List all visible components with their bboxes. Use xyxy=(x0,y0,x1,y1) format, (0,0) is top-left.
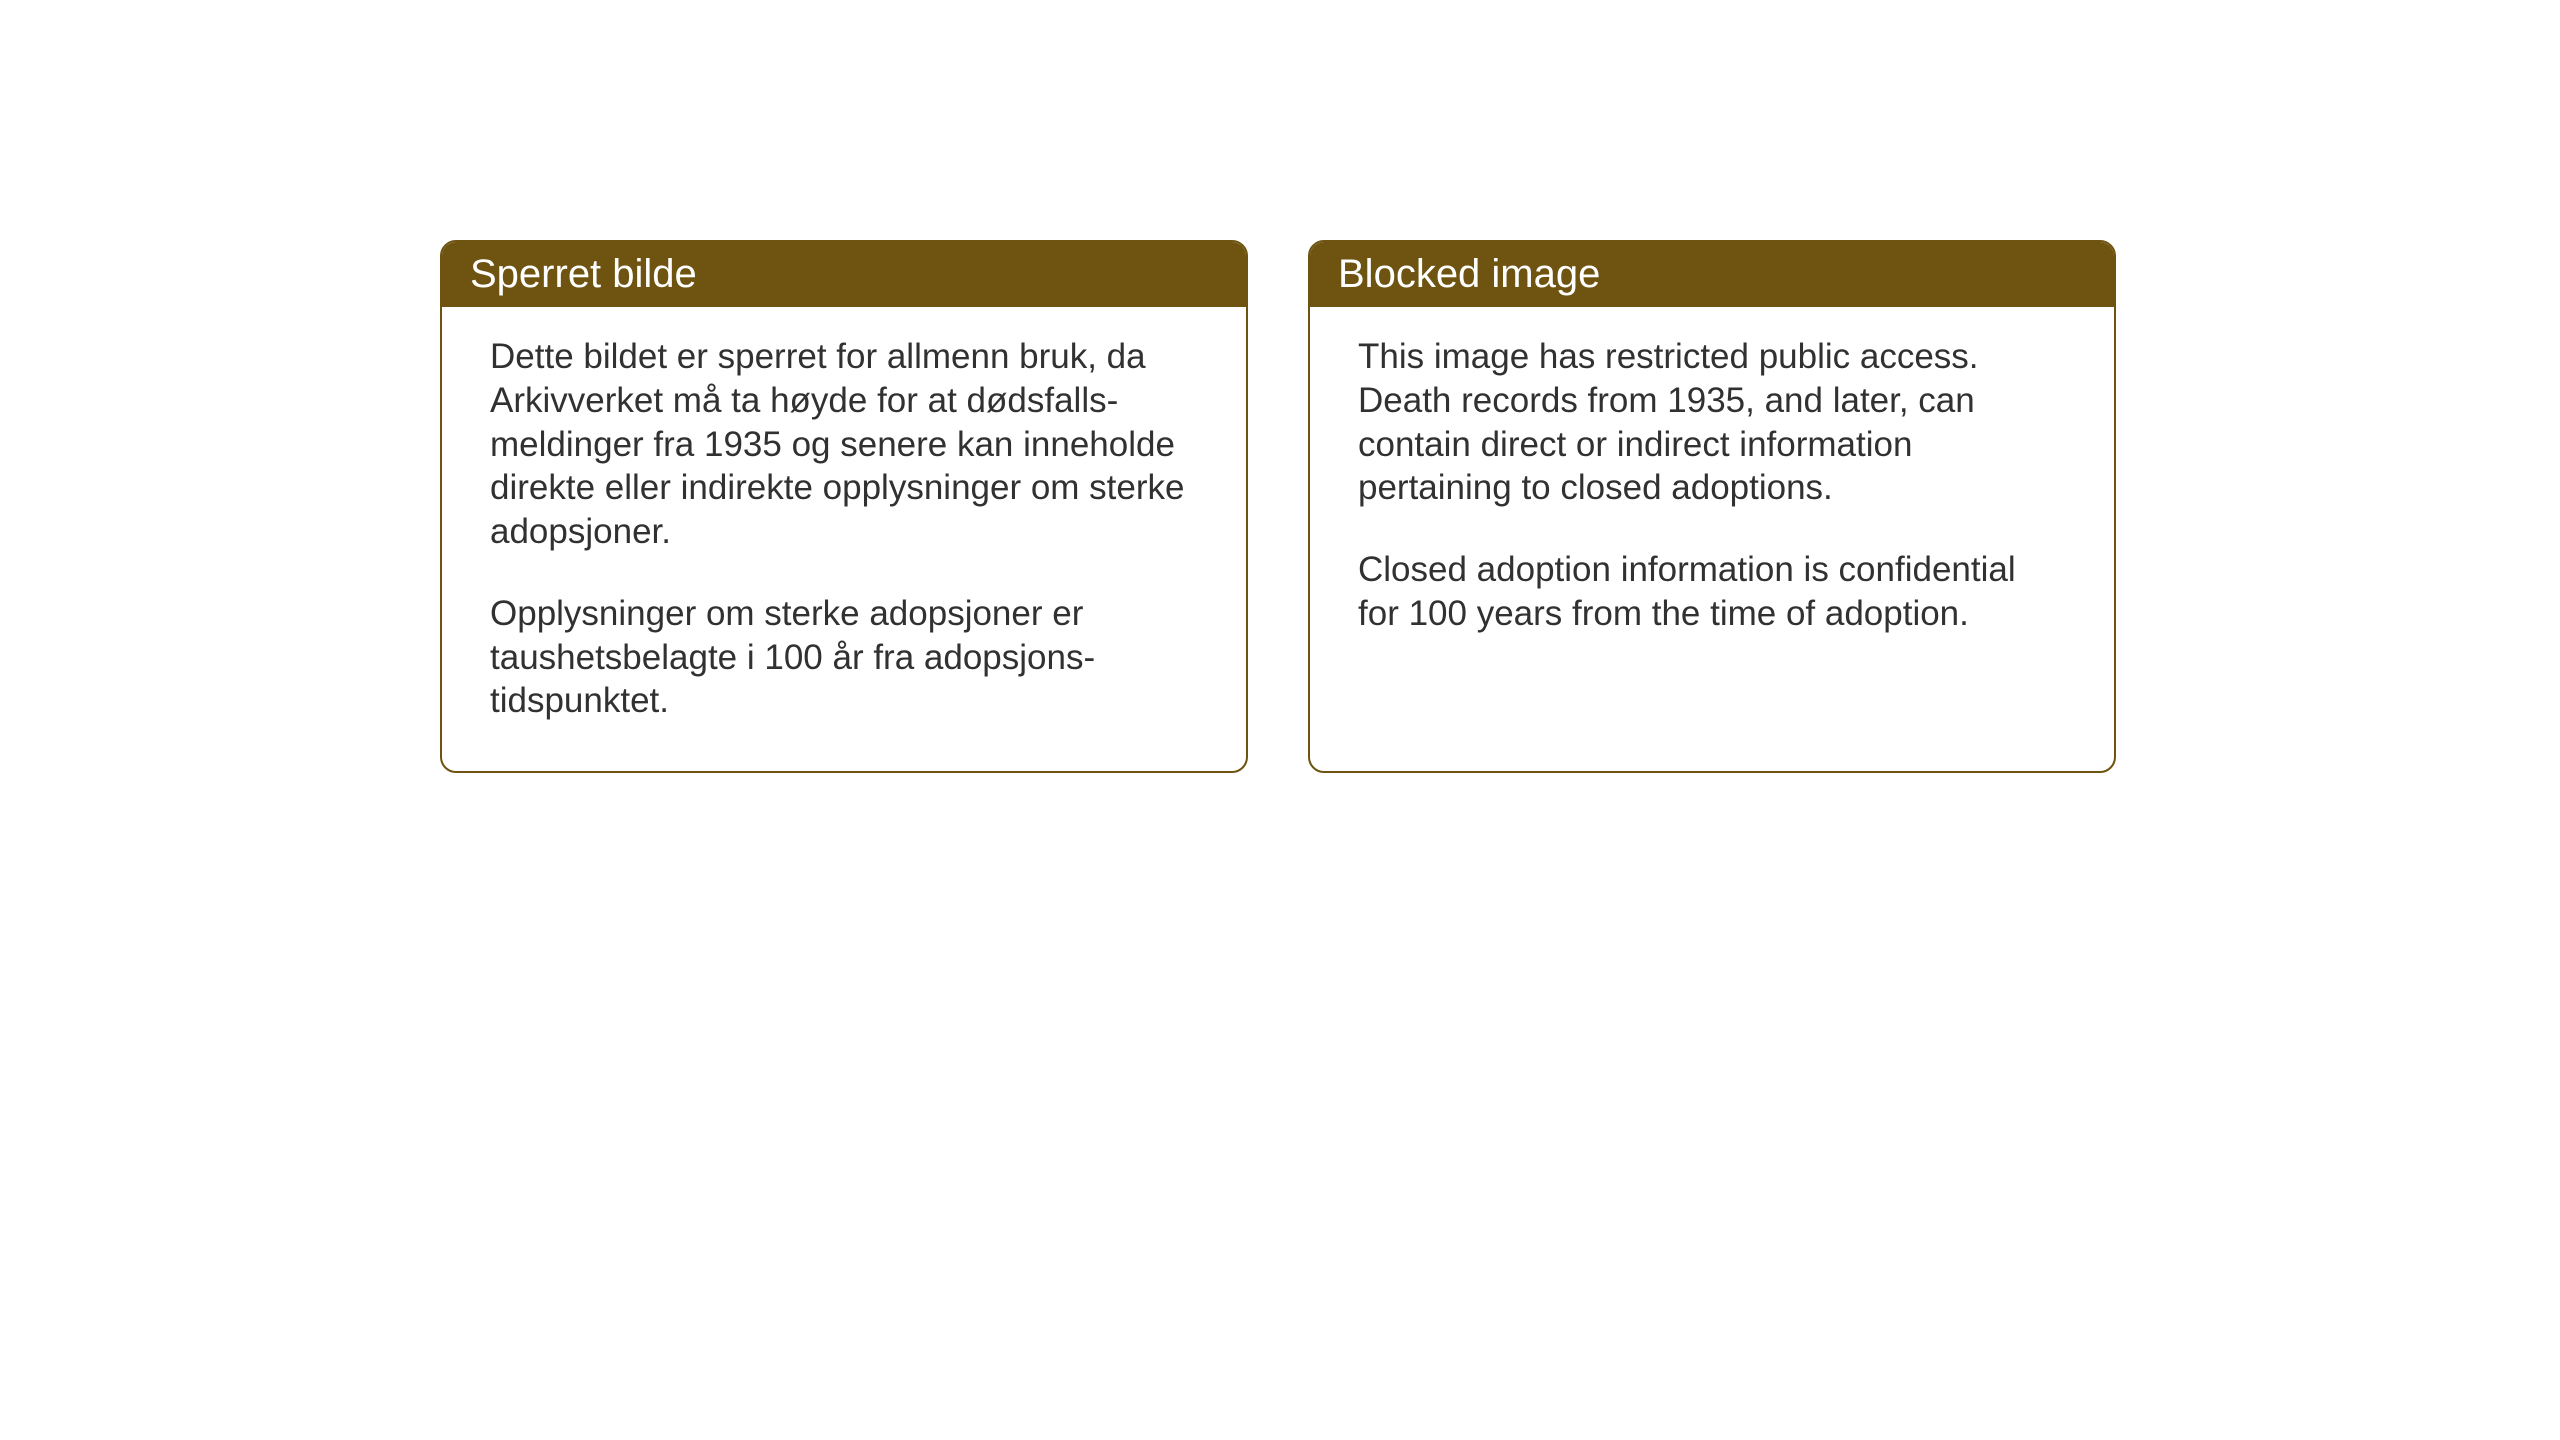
notice-paragraph-2-english: Closed adoption information is confident… xyxy=(1358,548,2066,636)
notice-paragraph-1-norwegian: Dette bildet er sperret for allmenn bruk… xyxy=(490,335,1198,554)
notice-card-english: Blocked image This image has restricted … xyxy=(1308,240,2116,773)
notice-card-norwegian: Sperret bilde Dette bildet er sperret fo… xyxy=(440,240,1248,773)
notice-paragraph-2-norwegian: Opplysninger om sterke adopsjoner er tau… xyxy=(490,592,1198,723)
notice-body-norwegian: Dette bildet er sperret for allmenn bruk… xyxy=(442,307,1246,771)
notice-title-english: Blocked image xyxy=(1310,242,2114,307)
notice-card-container: Sperret bilde Dette bildet er sperret fo… xyxy=(440,240,2116,773)
notice-title-norwegian: Sperret bilde xyxy=(442,242,1246,307)
notice-paragraph-1-english: This image has restricted public access.… xyxy=(1358,335,2066,510)
notice-body-english: This image has restricted public access.… xyxy=(1310,307,2114,684)
